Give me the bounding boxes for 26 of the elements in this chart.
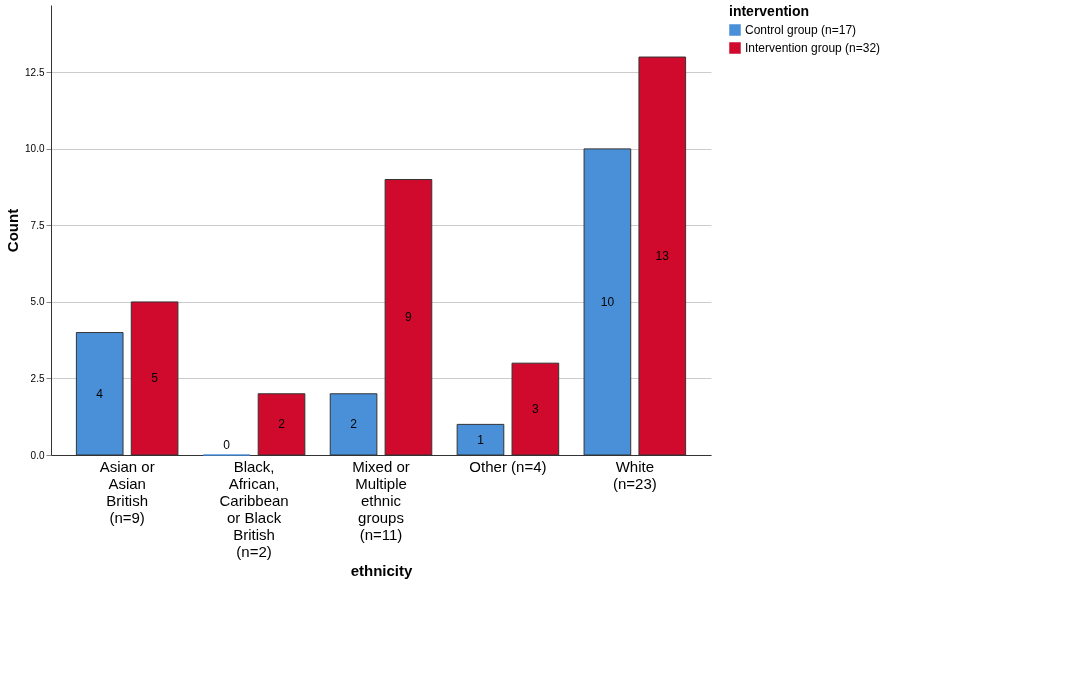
x-tick-label: Mixed or Multiple ethnic groups (n=11) bbox=[352, 457, 410, 543]
x-tick-label: White (n=23) bbox=[612, 457, 657, 492]
y-tick-label: 12.5 bbox=[25, 66, 45, 78]
data-label: 13 bbox=[655, 249, 670, 264]
legend-label: Control group (n=17) bbox=[745, 23, 857, 37]
y-tick-label: 2.5 bbox=[30, 372, 45, 384]
y-tick-label: 10.0 bbox=[25, 143, 45, 155]
data-label: 1 bbox=[477, 432, 485, 447]
x-tick-label: Black, African, Caribbean or Black British (n=2) bbox=[219, 457, 289, 560]
data-label: 3 bbox=[532, 402, 540, 417]
legend-title: intervention bbox=[729, 3, 810, 19]
y-axis-title: Count bbox=[4, 208, 22, 253]
x-tick-label: Other (n=4) bbox=[469, 457, 547, 475]
data-label: 4 bbox=[96, 386, 104, 401]
data-label: 5 bbox=[151, 371, 159, 386]
x-tick-label: Asian or Asian British (n=9) bbox=[99, 457, 155, 526]
y-tick-label: 0.0 bbox=[30, 449, 45, 461]
data-label: 2 bbox=[278, 417, 286, 432]
data-label: 9 bbox=[405, 310, 413, 325]
y-tick-label: 5.0 bbox=[30, 296, 45, 308]
data-label: 10 bbox=[600, 294, 615, 309]
data-label: 0 bbox=[223, 438, 231, 452]
y-tick-label: 7.5 bbox=[30, 219, 45, 231]
legend-label: Intervention group (n=32) bbox=[745, 41, 881, 55]
data-label: 2 bbox=[350, 417, 358, 432]
x-axis-title: ethnicity bbox=[350, 561, 413, 579]
